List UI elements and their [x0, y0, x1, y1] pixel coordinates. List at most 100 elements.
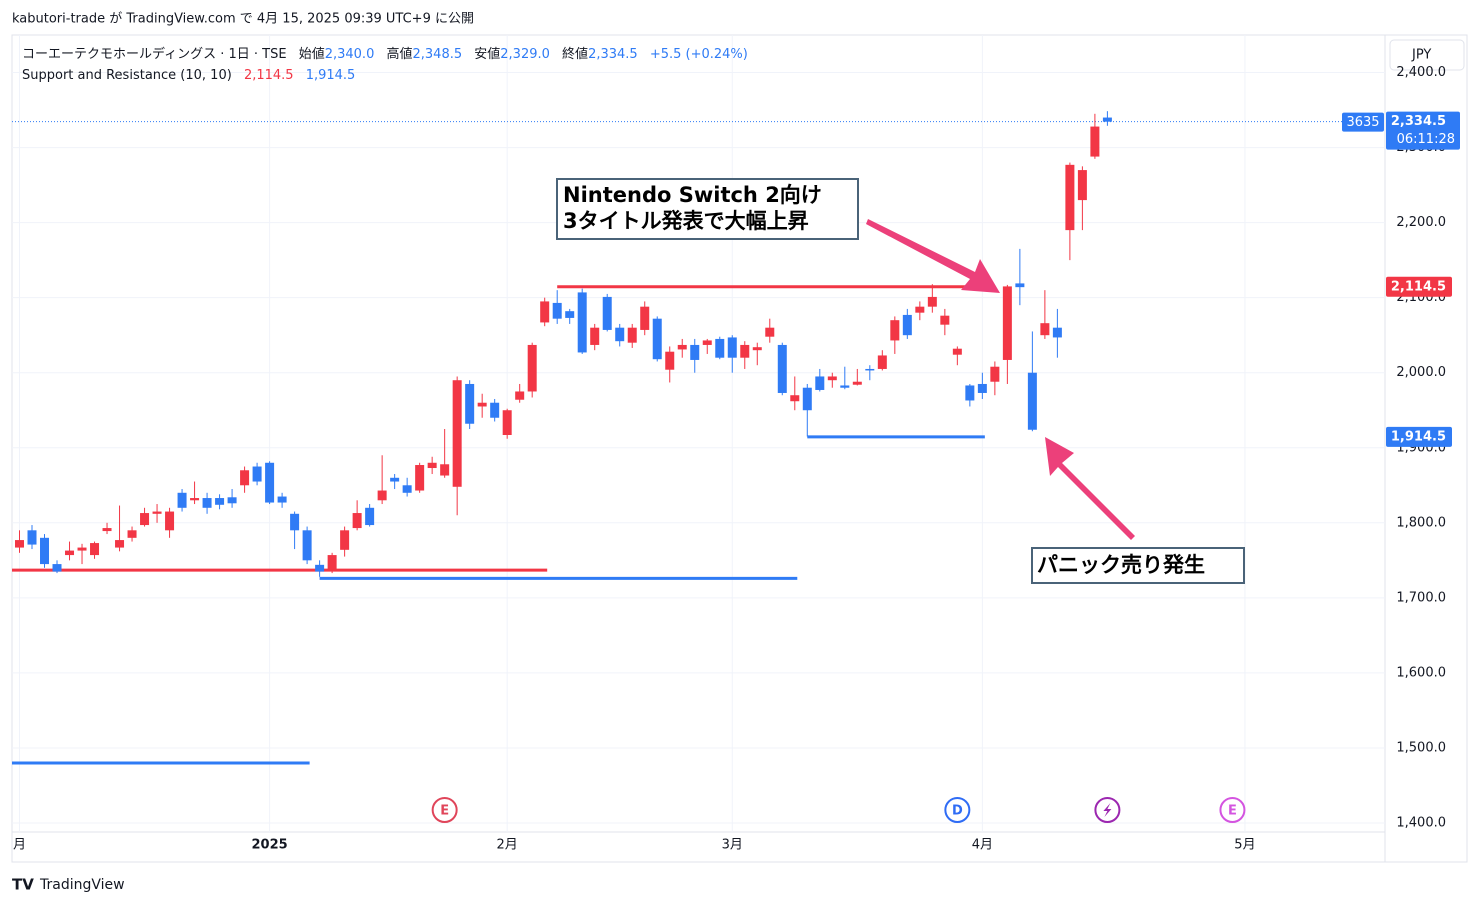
candle-body [452, 380, 462, 487]
c: 2,334.5 [588, 47, 638, 62]
x-tick-label: 4月 [972, 838, 993, 853]
event-marker [1219, 797, 1246, 823]
candle-body [1090, 126, 1100, 157]
candle-body [702, 340, 712, 345]
candle-body [1040, 323, 1050, 336]
candle-body [15, 540, 25, 548]
candle-body [465, 383, 475, 424]
arrow [1045, 437, 1135, 540]
event-label: E [1228, 804, 1237, 819]
logo: TV [12, 876, 34, 894]
candle-body [940, 315, 950, 325]
candle-body [202, 498, 212, 508]
candle-body [265, 462, 275, 503]
candle-body [240, 470, 250, 486]
y-tick-label: 2,200.0 [1396, 215, 1446, 230]
candle-body [390, 477, 400, 482]
level-badge [1386, 426, 1452, 447]
annotation: Nintendo Switch 2向け [563, 183, 822, 207]
candle-body [477, 402, 487, 407]
candle-body [565, 311, 575, 318]
candle-body [1027, 372, 1037, 430]
candle-body [402, 485, 412, 493]
candle-body [815, 376, 825, 390]
candle-body [640, 306, 650, 330]
ind2: 1,914.5 [306, 68, 356, 83]
candle-body [952, 348, 962, 355]
candle-body [352, 513, 362, 529]
candle-body [415, 465, 425, 491]
badge [1342, 112, 1384, 132]
price-badge [1386, 111, 1460, 150]
event-marker [431, 797, 458, 823]
candle-body [290, 513, 300, 531]
change: +5.5 (+0.24%) [650, 47, 748, 62]
l-label: 安値 [474, 46, 500, 62]
event-label: D [952, 804, 963, 819]
candle-body [77, 547, 87, 551]
candle-body [515, 391, 525, 400]
candle-body [915, 306, 925, 313]
published: kabutori-trade が TradingView.com で 4月 15… [12, 12, 474, 27]
candle-body [140, 513, 150, 526]
candle-body [377, 490, 387, 501]
candle-body [827, 376, 837, 381]
candle-body [315, 564, 325, 572]
level-label: 2,114.5 [1391, 279, 1446, 294]
candle-body [227, 497, 237, 504]
candle-body [627, 327, 637, 343]
symbol: コーエーテクモホールディングス · 1日 · TSE [22, 46, 287, 62]
h: 2,348.5 [413, 47, 463, 62]
candle-body [502, 410, 512, 436]
arrow [866, 219, 1000, 293]
candle-body [127, 530, 137, 538]
currency-button[interactable] [1389, 39, 1465, 71]
y-tick-label: 1,700.0 [1396, 590, 1446, 605]
event-marker [944, 797, 971, 823]
candle-body [852, 381, 862, 385]
candle-body [365, 507, 375, 526]
brand: TradingView [39, 877, 125, 893]
candle-body [52, 564, 62, 572]
candle-body [765, 327, 775, 337]
candle-body [790, 395, 800, 402]
candle-body [540, 301, 550, 323]
candle-body [902, 314, 912, 336]
candle-body [340, 530, 350, 550]
candle-body [665, 351, 675, 370]
event-label: E [440, 804, 449, 819]
candle-body [715, 338, 725, 358]
currency[interactable]: JPY [1411, 48, 1431, 63]
candle-body [727, 337, 737, 358]
candle-body [90, 543, 100, 556]
y-tick-label: 2,400.0 [1396, 65, 1446, 80]
candle-body [277, 496, 287, 503]
candle-body [1052, 327, 1062, 338]
candle-body [990, 366, 1000, 382]
candle-body [677, 344, 687, 350]
candle-body [527, 344, 537, 392]
level-badge [1386, 276, 1452, 297]
candle-body [965, 385, 975, 401]
candle-body [927, 296, 937, 307]
candle-body [652, 318, 662, 360]
candle-body [690, 344, 700, 360]
candle-body [615, 327, 625, 342]
candle-body [777, 344, 787, 393]
candle-body [802, 387, 812, 411]
y-tick-label: 2,000.0 [1396, 365, 1446, 380]
candle-body [1015, 283, 1025, 288]
candle-body [40, 537, 50, 565]
candle-body [427, 462, 437, 469]
candle-body [490, 402, 500, 418]
level-label: 1,914.5 [1391, 429, 1446, 444]
candle-body [877, 355, 887, 369]
candle-body [552, 302, 562, 319]
l: 2,329.0 [500, 47, 550, 62]
grid [12, 35, 1385, 832]
badge-label: 3635 [1346, 115, 1379, 130]
o: 2,340.0 [325, 47, 375, 62]
candle-body [302, 530, 312, 561]
legend: コーエーテクモホールディングス · 1日 · TSE 始値2,340.0 高値2… [22, 46, 748, 62]
